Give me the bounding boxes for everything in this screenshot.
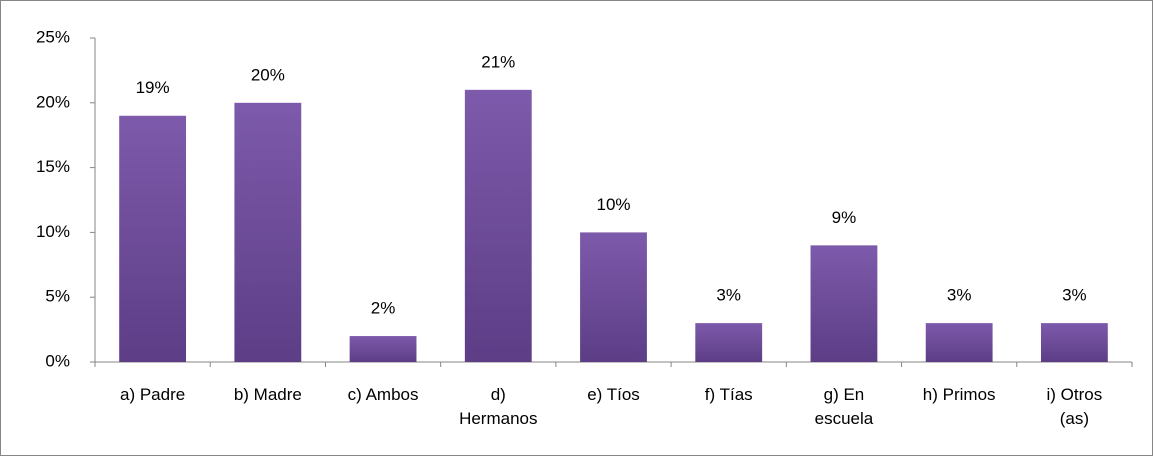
value-label: 20% [251, 65, 285, 84]
x-tick-label: i) Otros (as) [1047, 385, 1103, 428]
bar [349, 336, 417, 362]
x-tick-label: c) Ambos [348, 385, 419, 404]
bar [925, 323, 993, 362]
value-label: 3% [716, 286, 741, 305]
bar [119, 115, 187, 362]
bar [810, 245, 878, 362]
bar [695, 323, 763, 362]
x-tick-label: a) Padre [120, 385, 185, 404]
y-tick-label: 15% [36, 157, 70, 176]
x-tick-label: d) Hermanos [459, 385, 537, 428]
value-label: 10% [596, 195, 630, 214]
value-label: 9% [832, 208, 857, 227]
value-label: 21% [481, 52, 515, 71]
value-label: 3% [1062, 286, 1087, 305]
bar [464, 89, 532, 362]
bar [580, 232, 647, 362]
x-tick-label: g) En escuela [815, 385, 874, 428]
y-tick-label: 0% [45, 351, 70, 370]
value-label: 19% [136, 78, 170, 97]
value-label: 3% [947, 286, 972, 305]
x-tick-label: e) Tíos [587, 385, 640, 404]
x-tick-label: f) Tías [705, 385, 753, 404]
value-label: 2% [371, 299, 396, 318]
x-tick-label: b) Madre [234, 385, 302, 404]
y-tick-label: 25% [36, 27, 70, 46]
x-tick-label: h) Primos [923, 385, 996, 404]
bar [1040, 323, 1108, 362]
y-tick-label: 5% [45, 287, 70, 306]
y-tick-label: 20% [36, 92, 70, 111]
bar [234, 102, 302, 363]
y-tick-label: 10% [36, 222, 70, 241]
